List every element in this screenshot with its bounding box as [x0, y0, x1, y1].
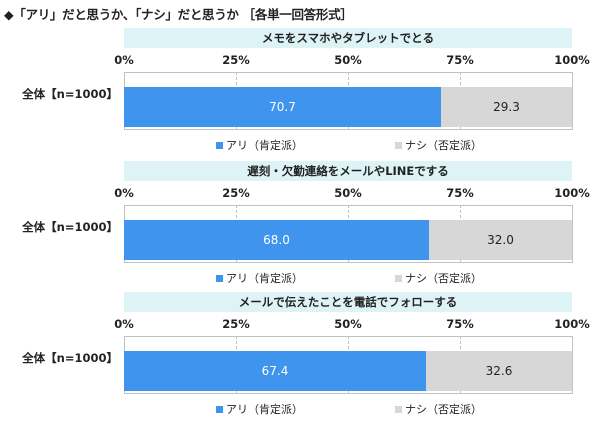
chart-panel: メールで伝えたことを電話でフォローする 0% 25% 50% 75% 100% 67.4 32… [0, 292, 600, 422]
x-tick-label: 25% [222, 53, 250, 67]
chart-title: 遅刻・欠勤連絡をメールやLINEでする [124, 161, 572, 181]
x-tick-label: 0% [114, 53, 134, 67]
legend-label: ナシ（否定派） [405, 403, 482, 416]
category-label: 全体【n=1000】 [22, 87, 118, 101]
legend-swatch [395, 274, 402, 282]
bar-yes: 68.0 [124, 220, 429, 260]
x-tick-label: 100% [554, 186, 590, 200]
data-label: 32.6 [485, 364, 513, 378]
gridline [572, 336, 573, 394]
legend-item: ナシ（否定派） [395, 137, 482, 153]
data-label: 68.0 [263, 233, 290, 247]
legend-label: アリ（肯定派） [226, 139, 303, 152]
data-label: 67.4 [261, 364, 289, 378]
chart-title: メールで伝えたことを電話でフォローする [124, 292, 572, 312]
x-tick-label: 75% [446, 317, 474, 331]
legend-swatch [216, 274, 223, 282]
x-tick-label: 50% [334, 317, 362, 331]
plot-area: 67.4 32.6 [124, 336, 573, 394]
legend-label: ナシ（否定派） [405, 139, 482, 152]
bar-no: 32.0 [429, 220, 572, 260]
plot-area: 70.7 29.3 [124, 72, 573, 130]
x-tick-label: 75% [446, 186, 474, 200]
legend-label: ナシ（否定派） [405, 272, 482, 285]
legend-swatch [395, 141, 402, 149]
data-label: 29.3 [493, 100, 520, 114]
bar-no: 29.3 [441, 87, 572, 127]
x-tick-label: 25% [222, 317, 250, 331]
legend-item: ナシ（否定派） [395, 401, 482, 417]
legend-label: アリ（肯定派） [226, 403, 303, 416]
chart-title: メモをスマホやタブレットでとる [124, 28, 572, 48]
x-tick-label: 25% [222, 186, 250, 200]
x-tick-label: 0% [114, 186, 134, 200]
legend-label: アリ（肯定派） [226, 272, 303, 285]
category-label: 全体【n=1000】 [22, 351, 118, 365]
gridline [572, 72, 573, 130]
plot-area: 68.0 32.0 [124, 205, 573, 263]
category-label: 全体【n=1000】 [22, 220, 118, 234]
page-heading: ◆「アリ」だと思うか、「ナシ」だと思うか ［各単一回答形式］ [4, 7, 353, 22]
x-tick-label: 75% [446, 53, 474, 67]
x-tick-label: 50% [334, 53, 362, 67]
legend-item: アリ（肯定派） [216, 137, 303, 153]
legend-item: ナシ（否定派） [395, 270, 482, 286]
legend-swatch [216, 141, 223, 149]
x-tick-label: 100% [554, 53, 590, 67]
bar-no: 32.6 [426, 351, 572, 391]
legend-item: アリ（肯定派） [216, 270, 303, 286]
chart-panel: 遅刻・欠勤連絡をメールやLINEでする 0% 25% 50% 75% 100% 68.0 32… [0, 161, 600, 291]
x-tick-label: 50% [334, 186, 362, 200]
legend-swatch [395, 405, 402, 413]
bar-yes: 67.4 [124, 351, 426, 391]
gridline [572, 205, 573, 263]
data-label: 70.7 [269, 100, 296, 114]
x-tick-label: 0% [114, 317, 134, 331]
legend-item: アリ（肯定派） [216, 401, 303, 417]
chart-panel: メモをスマホやタブレットでとる 0% 25% 50% 75% 100% 70.7 29.3 全体… [0, 28, 600, 158]
x-tick-label: 100% [554, 317, 590, 331]
bar-yes: 70.7 [124, 87, 441, 127]
data-label: 32.0 [487, 233, 514, 247]
legend-swatch [216, 405, 223, 413]
